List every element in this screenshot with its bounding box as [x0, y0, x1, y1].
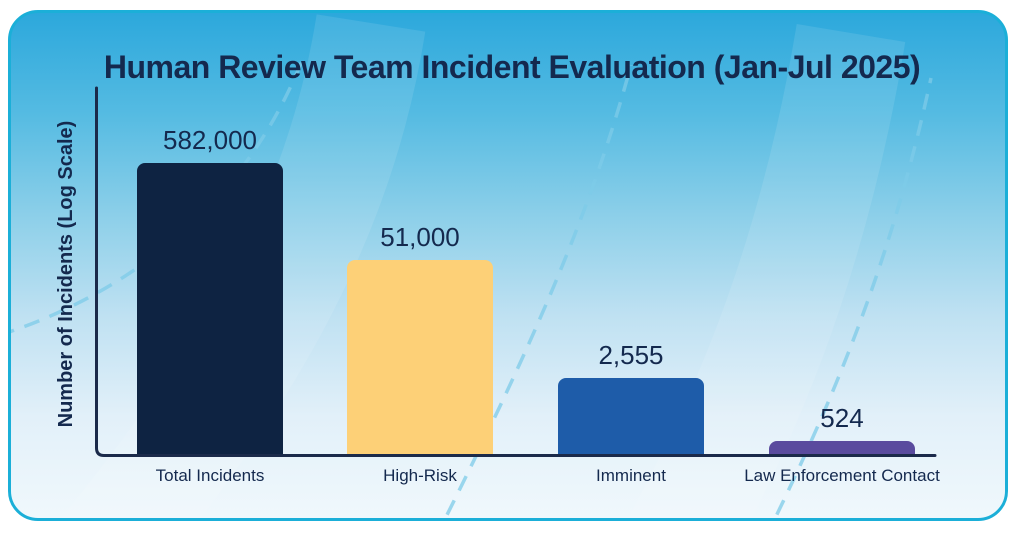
category-label-total-incidents: Total Incidents	[155, 466, 265, 485]
value-label-high-risk: 51,000	[380, 221, 460, 252]
bar-total-incidents	[137, 163, 283, 456]
category-label-law-enforcement-contact: Law Enforcement Contact	[744, 466, 940, 485]
chart-title: Human Review Team Incident Evaluation (J…	[103, 49, 921, 86]
bar-imminent	[558, 377, 704, 456]
value-label-total-incidents: 582,000	[163, 125, 257, 156]
category-label-imminent: Imminent	[596, 466, 666, 485]
bar-high-risk	[347, 259, 493, 456]
bar-law-enforcement-contact	[769, 440, 915, 456]
y-axis-label: Number of Incidents (Log Scale)	[55, 120, 77, 428]
value-label-law-enforcement-contact: 524	[820, 402, 864, 433]
value-label-imminent: 2,555	[598, 339, 664, 370]
category-label-high-risk: High-Risk	[383, 466, 457, 485]
